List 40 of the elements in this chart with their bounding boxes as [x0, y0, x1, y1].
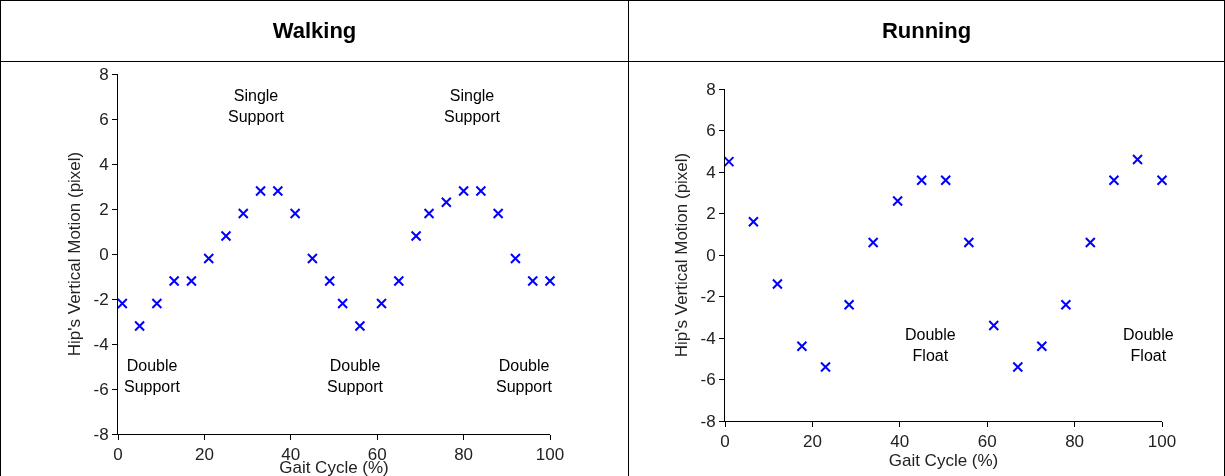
y-axis-title: Hip's Vertical Motion (pixel): [65, 151, 85, 357]
y-tick-label: 8: [706, 79, 716, 99]
annotation: Double Support: [327, 357, 384, 395]
y-tick-label: 2: [99, 199, 109, 219]
y-tick-label: 8: [99, 64, 109, 84]
y-tick-label: 0: [99, 244, 109, 264]
annotation: Double Float: [905, 326, 956, 364]
y-axis-title: Hip's Vertical Motion (pixel): [672, 152, 692, 358]
y-tick-label: -2: [700, 287, 716, 307]
annotation: Single Support: [444, 87, 501, 125]
y-tick-label: -6: [700, 370, 716, 390]
annotation: Double Support: [496, 357, 553, 395]
annotation: Single Support: [228, 87, 285, 125]
annotation: Double Support: [124, 357, 181, 395]
y-tick-label: -6: [93, 379, 109, 399]
y-tick-label: 6: [706, 121, 716, 141]
y-tick-label: -4: [700, 328, 716, 348]
x-tick-label: 0: [720, 432, 730, 452]
x-tick-label: 20: [194, 445, 214, 465]
chart-title: Running: [629, 1, 1224, 62]
x-tick-label: 100: [1147, 432, 1177, 452]
y-tick-label: 4: [99, 154, 109, 174]
x-tick-label: 80: [454, 445, 474, 465]
x-tick-label: 0: [113, 445, 123, 465]
y-tick-label: -4: [93, 334, 109, 354]
y-tick-label: 0: [706, 245, 716, 265]
x-tick-label: 60: [977, 432, 997, 452]
chart-title: Walking: [1, 1, 628, 62]
x-tick-label: 40: [890, 432, 910, 452]
x-axis-title: Gait Cycle (%): [888, 451, 999, 471]
y-tick-label: -8: [93, 424, 109, 444]
annotation: Double Float: [1123, 326, 1174, 364]
y-tick-label: 2: [706, 204, 716, 224]
y-tick-label: 4: [706, 162, 716, 182]
y-tick-label: -2: [93, 289, 109, 309]
y-tick-label: 6: [99, 109, 109, 129]
x-tick-label: 100: [535, 445, 565, 465]
x-tick-label: 80: [1065, 432, 1085, 452]
x-tick-label: 20: [802, 432, 822, 452]
y-tick-label: -8: [700, 411, 716, 431]
